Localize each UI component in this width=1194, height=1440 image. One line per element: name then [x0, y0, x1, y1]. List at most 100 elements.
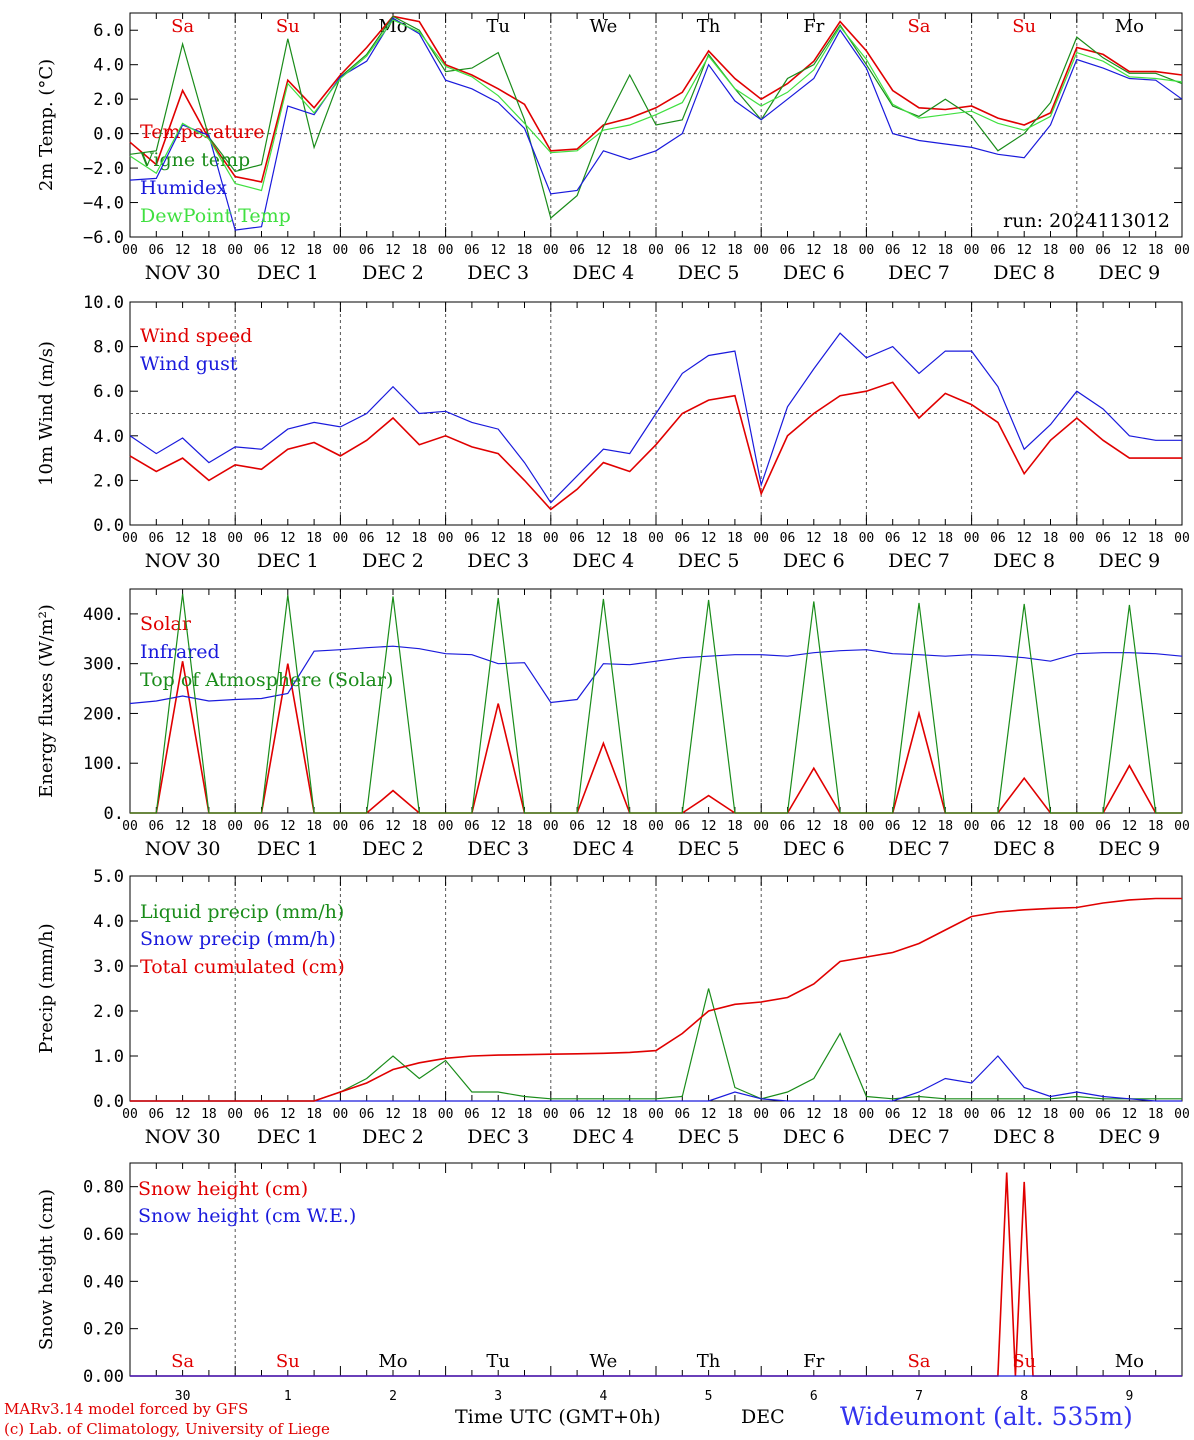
- hour-tick-label: 12: [701, 1107, 717, 1122]
- hour-tick-label: 00: [859, 531, 875, 546]
- hour-tick-label: 12: [280, 531, 296, 546]
- y-tick-label: 4.0: [93, 912, 124, 932]
- hour-tick-label: 00: [438, 1107, 454, 1122]
- y-tick-label: 2.0: [93, 471, 124, 491]
- legend-entry: Wind speed: [140, 325, 252, 347]
- date-label: NOV 30: [145, 1126, 221, 1148]
- hour-tick-label: 06: [1095, 531, 1111, 546]
- hour-tick-label: 12: [175, 243, 191, 258]
- series-line-snow-height-cm-: [130, 1172, 1182, 1377]
- hour-tick-label: 06: [885, 819, 901, 834]
- legend-entry: Total cumulated (cm): [140, 956, 345, 978]
- hour-tick-label: 18: [1043, 243, 1059, 258]
- y-tick-label: 2.0: [93, 1002, 124, 1022]
- date-label: NOV 30: [145, 262, 221, 284]
- hour-tick-label: 06: [885, 1107, 901, 1122]
- weekday-label: Fr: [803, 1351, 824, 1372]
- hour-tick-label: 00: [543, 243, 559, 258]
- hour-tick-label: 00: [543, 1107, 559, 1122]
- hour-tick-label: 06: [885, 243, 901, 258]
- y-tick-label: 10.0: [83, 293, 124, 313]
- hour-tick-label: 12: [490, 531, 506, 546]
- day-number-label: 1: [284, 1389, 292, 1404]
- date-label: DEC 5: [678, 1126, 740, 1148]
- hour-tick-label: 06: [1095, 243, 1111, 258]
- hour-tick-label: 18: [306, 819, 322, 834]
- y-tick-label: 6.0: [93, 21, 124, 41]
- hour-tick-label: 12: [385, 1107, 401, 1122]
- hour-tick-label: 00: [1069, 243, 1085, 258]
- hour-tick-label: 00: [543, 531, 559, 546]
- hour-tick-label: 18: [1148, 531, 1164, 546]
- y-axis-label: 10m Wind (m/s): [36, 341, 57, 486]
- hour-tick-label: 18: [517, 243, 533, 258]
- date-label: DEC 6: [783, 550, 845, 572]
- hour-tick-label: 18: [1043, 819, 1059, 834]
- hour-tick-label: 06: [359, 819, 375, 834]
- hour-tick-label: 00: [227, 531, 243, 546]
- day-number-label: 8: [1020, 1389, 1028, 1404]
- hour-tick-label: 06: [885, 531, 901, 546]
- panel-wind: [129, 301, 1183, 526]
- hour-tick-label: 18: [411, 531, 427, 546]
- weekday-label: Sa: [171, 16, 194, 37]
- hour-tick-label: 12: [701, 819, 717, 834]
- hour-tick-label: 06: [359, 243, 375, 258]
- y-axis-label: Snow height (cm): [36, 1189, 57, 1350]
- hour-tick-label: 18: [201, 819, 217, 834]
- hour-tick-label: 06: [254, 819, 270, 834]
- hour-tick-label: 12: [911, 531, 927, 546]
- y-tick-label: 3.0: [93, 957, 124, 977]
- y-tick-label: 0.: [104, 804, 124, 824]
- hour-tick-label: 00: [438, 531, 454, 546]
- credit-line-1: MARv3.14 model forced by GFS: [4, 1400, 249, 1418]
- hour-tick-label: 00: [1069, 1107, 1085, 1122]
- weekday-label: We: [590, 1351, 618, 1372]
- legend-entry: DewPoint Temp: [140, 205, 291, 227]
- y-tick-label: 300.: [83, 655, 124, 675]
- hour-tick-label: 00: [333, 531, 349, 546]
- hour-tick-label: 00: [648, 819, 664, 834]
- date-label: DEC 4: [573, 550, 635, 572]
- hour-tick-label: 18: [937, 243, 953, 258]
- hour-tick-label: 06: [569, 531, 585, 546]
- hour-tick-label: 12: [911, 1107, 927, 1122]
- weekday-label: Tu: [486, 1351, 510, 1372]
- y-tick-label: 100.: [83, 754, 124, 774]
- hour-tick-label: 06: [148, 243, 164, 258]
- station-title: Wideumont (alt. 535m): [840, 1402, 1133, 1431]
- date-label: DEC 4: [573, 1126, 635, 1148]
- hour-tick-label: 06: [990, 531, 1006, 546]
- day-number-label: 9: [1125, 1389, 1133, 1404]
- series-line-infrared: [129, 645, 1183, 705]
- hour-tick-label: 06: [569, 819, 585, 834]
- hour-tick-label: 06: [1095, 819, 1111, 834]
- hour-tick-label: 00: [122, 1107, 138, 1122]
- y-tick-label: 6.0: [93, 382, 124, 402]
- y-tick-label: 1.0: [93, 1047, 124, 1067]
- hour-tick-label: 00: [227, 1107, 243, 1122]
- hour-tick-label: 18: [411, 1107, 427, 1122]
- hour-tick-label: 00: [122, 243, 138, 258]
- legend-entry: Snow height (cm): [138, 1178, 308, 1200]
- hour-tick-label: 12: [1122, 243, 1138, 258]
- date-label: NOV 30: [145, 838, 221, 860]
- hour-tick-label: 18: [201, 243, 217, 258]
- legend-entry: Solar: [140, 613, 192, 635]
- legend-entry: Temperature: [140, 121, 264, 143]
- hour-tick-label: 00: [333, 819, 349, 834]
- hour-tick-label: 12: [911, 243, 927, 258]
- hour-tick-label: 00: [1174, 531, 1190, 546]
- hour-tick-label: 18: [1148, 1107, 1164, 1122]
- date-label: DEC 7: [888, 262, 950, 284]
- hour-tick-label: 18: [832, 819, 848, 834]
- date-label: DEC 2: [362, 838, 424, 860]
- hour-tick-label: 06: [990, 819, 1006, 834]
- hour-tick-label: 12: [1016, 1107, 1032, 1122]
- hour-tick-label: 06: [990, 243, 1006, 258]
- hour-tick-label: 06: [464, 819, 480, 834]
- hour-tick-label: 18: [832, 531, 848, 546]
- hour-tick-label: 12: [596, 819, 612, 834]
- hour-tick-label: 00: [333, 243, 349, 258]
